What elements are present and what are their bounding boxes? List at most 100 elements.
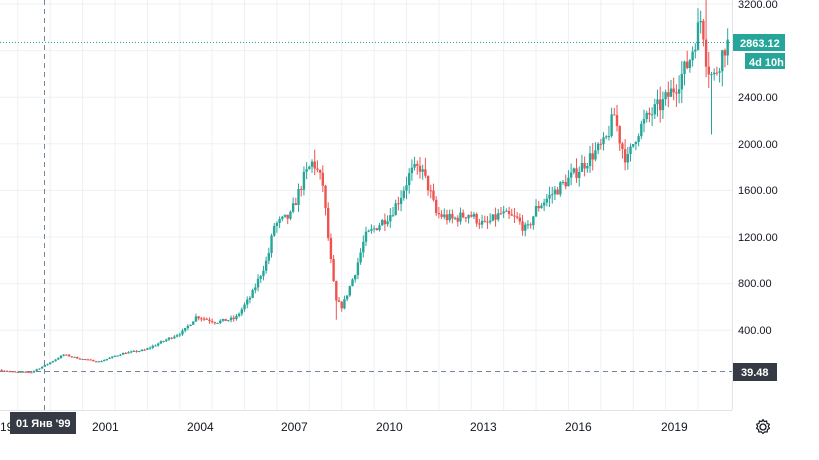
candle-up (62, 354, 65, 356)
candle-up (43, 364, 47, 367)
candle-up (256, 278, 260, 288)
candle-up (156, 343, 160, 346)
candle-up (661, 99, 665, 111)
candle-up (73, 356, 76, 358)
candle-up (267, 253, 271, 261)
candle-down (232, 317, 235, 320)
candle-up (480, 220, 484, 225)
candle-up (642, 119, 646, 124)
candle-up (219, 320, 222, 323)
candle-up (49, 362, 52, 365)
price-tick-label: 1600.00 (738, 185, 778, 197)
candle-up (580, 163, 584, 172)
candle-up (132, 350, 136, 352)
candle-down (556, 189, 559, 195)
candle-up (629, 146, 632, 155)
candle-up (691, 51, 694, 61)
candle-up (669, 88, 673, 97)
candle-up (359, 252, 362, 263)
candle-up (116, 355, 119, 357)
candle-up (548, 194, 551, 199)
price-tick-label: 3200.00 (738, 0, 778, 11)
candle-up (221, 318, 225, 321)
candle-down (329, 237, 333, 259)
candle-up (721, 50, 724, 72)
chart-settings-button[interactable] (752, 416, 774, 438)
candle-up (181, 330, 184, 335)
candle-up (35, 369, 38, 371)
candle-up (407, 173, 411, 186)
candle-up (378, 225, 381, 231)
candle-up (694, 49, 697, 52)
candle-up (596, 143, 600, 151)
candle-down (432, 190, 435, 200)
candle-up (186, 325, 190, 329)
candle-up (97, 361, 100, 363)
candle-down (475, 214, 478, 224)
candle-down (16, 372, 20, 374)
candle-up (640, 123, 643, 137)
crosshair-date-tag: 01 Янв '99 (10, 412, 76, 434)
candle-down (327, 207, 330, 238)
candle-down (5, 370, 9, 372)
candle-down (621, 143, 624, 150)
candle-down (84, 358, 87, 360)
candle-up (370, 228, 373, 231)
candle-down (494, 214, 497, 220)
candle-up (297, 188, 300, 205)
candle-up (664, 92, 667, 100)
candle-up (497, 213, 500, 220)
candle-up (405, 185, 408, 191)
candle-up (105, 358, 109, 361)
candle-down (337, 300, 341, 302)
candle-up (57, 358, 60, 360)
candle-up (389, 215, 392, 222)
candle-up (726, 39, 729, 56)
candle-up (178, 334, 181, 336)
candle-up (653, 104, 657, 115)
candle-up (386, 221, 389, 225)
candle-up (699, 20, 702, 23)
candle-up (354, 275, 357, 280)
time-tick-label: 2007 (281, 420, 308, 434)
price-axis[interactable]: 3200.00 2400.00 2000.00 1600.00 1200.00 … (738, 0, 778, 337)
candle-down (667, 92, 670, 97)
candle-up (367, 230, 370, 232)
candle-up (129, 351, 133, 353)
candle-down (564, 181, 567, 187)
candle-down (124, 353, 127, 355)
candle-down (434, 199, 438, 214)
candle-up (189, 324, 192, 326)
candle-up (683, 61, 686, 74)
candle-up (81, 358, 84, 360)
crosshair-date-label: 01 Янв '99 (16, 418, 71, 430)
candle-down (464, 217, 468, 219)
candle-down (200, 318, 203, 320)
candle-up (246, 299, 249, 305)
candle-up (243, 304, 246, 310)
candle-up (19, 371, 22, 373)
candle-down (613, 114, 616, 116)
candle-up (540, 205, 543, 209)
candle-down (615, 115, 619, 127)
candle-down (518, 217, 522, 222)
candle-up (291, 203, 295, 212)
crosshair-price-tag: 39.48 (733, 363, 777, 381)
candle-up (594, 150, 597, 160)
time-tick-label: 2013 (470, 420, 497, 434)
candle-up (394, 203, 397, 216)
candle-up (302, 171, 306, 190)
candle-down (529, 224, 532, 226)
candle-up (270, 235, 273, 254)
candle-down (461, 212, 465, 218)
last-price-tag: 2863.12 4d 10h (733, 34, 785, 69)
candle-up (259, 276, 262, 279)
candle-down (675, 92, 678, 94)
candle-up (559, 182, 562, 195)
time-axis[interactable]: 19 2001 2004 2007 2010 2013 2016 2019 (0, 420, 688, 434)
candle-up (524, 224, 527, 231)
candle-down (332, 258, 335, 282)
candle-up (710, 74, 713, 76)
